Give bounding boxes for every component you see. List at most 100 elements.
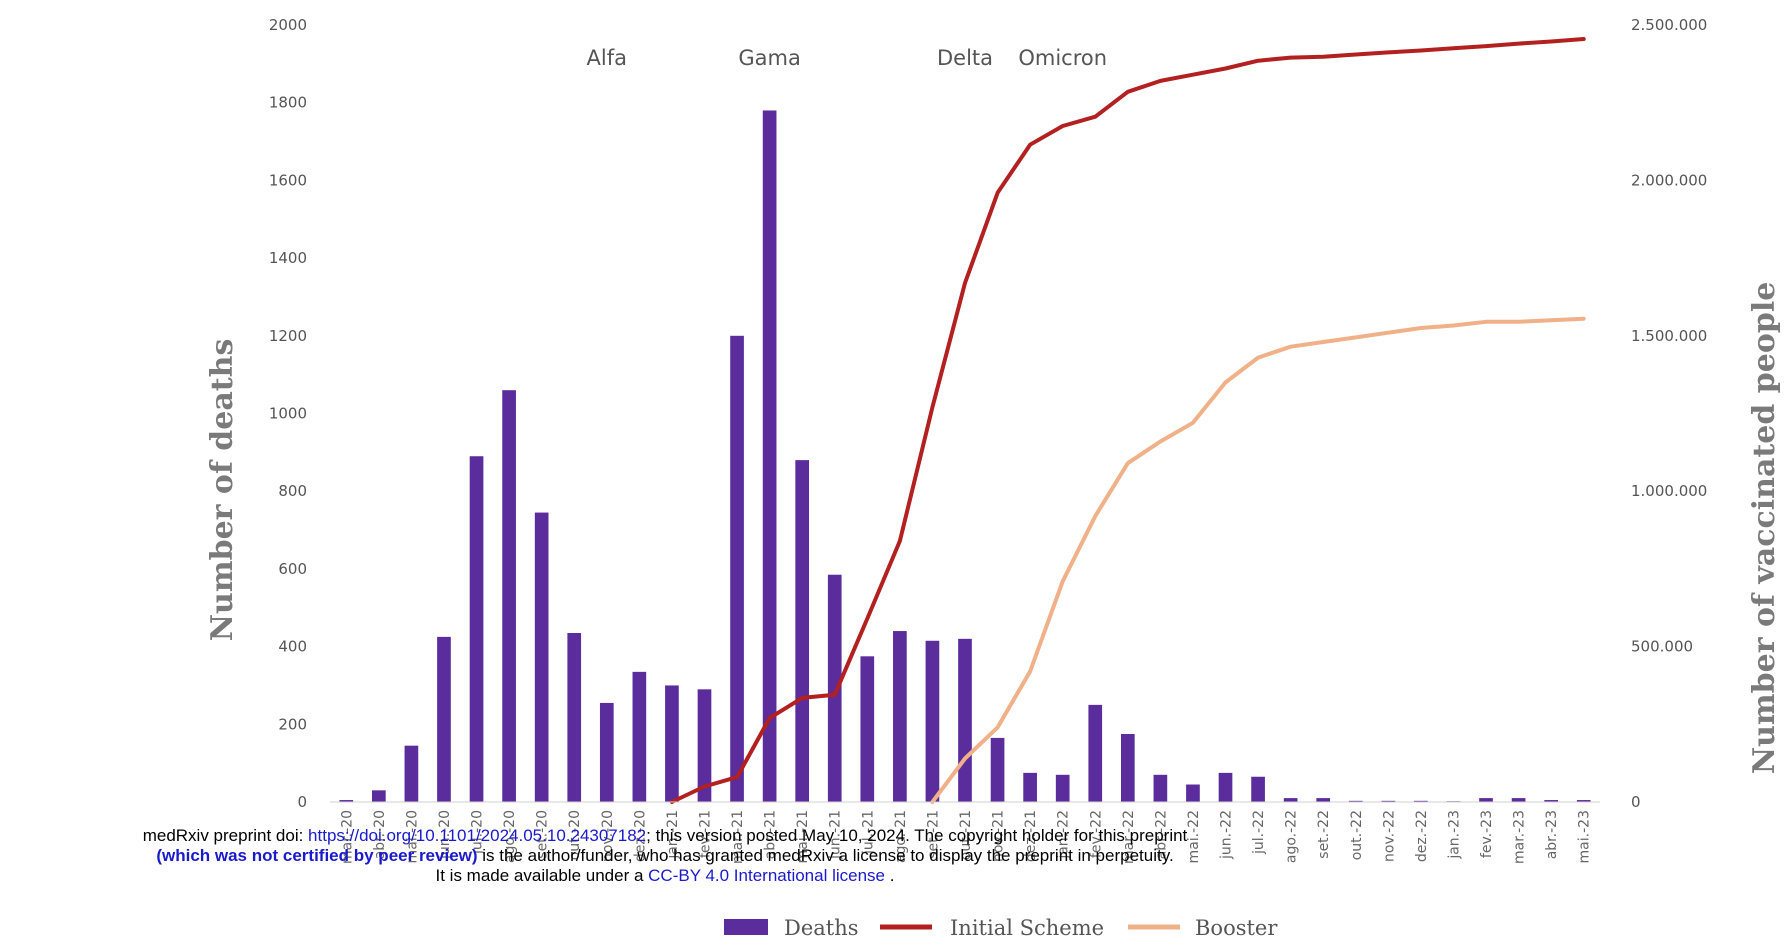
notice-license-text: is the author/funder, who has granted me…: [477, 846, 1174, 865]
x-tick-label: mar.-22: [1121, 810, 1137, 864]
bar-deaths-jul.-22: [1251, 776, 1265, 802]
x-tick-label: mar.-21: [730, 810, 746, 864]
x-tick-label: jun.-20: [437, 810, 453, 860]
x-tick-label: set.-20: [535, 810, 551, 859]
bar-deaths-jun.-20: [437, 636, 451, 802]
y-tick-label: 800: [278, 482, 307, 500]
y-tick-label: 1400: [269, 249, 307, 267]
variant-label-alfa: Alfa: [587, 46, 627, 70]
bar-deaths-fev.-22: [1088, 704, 1103, 802]
y2-tick-label: 2.500.000: [1631, 16, 1707, 34]
bar-deaths-dez.-22: [1414, 800, 1428, 802]
bar-deaths-jun.-22: [1218, 772, 1233, 802]
line-initial-scheme: [669, 37, 1586, 804]
notice-prefix: medRxiv preprint doi:: [142, 826, 309, 845]
bar-deaths-out.-20: [567, 633, 582, 802]
doi-link[interactable]: https://doi.org/10.1101/2024.05.10.24307…: [308, 826, 647, 845]
y-tick-label: 400: [278, 638, 307, 656]
bar-deaths-out.-22: [1348, 800, 1363, 802]
bar-deaths-mai.-20: [404, 745, 419, 802]
peer-review-note[interactable]: (which was not certified by peer review): [156, 846, 478, 865]
x-tick-label: nov.-20: [600, 810, 616, 862]
notice-end: .: [885, 866, 895, 885]
bar-deaths-nov.-20: [599, 702, 614, 802]
variant-annotations: Alfa Gama Delta Omicron: [587, 46, 1107, 70]
x-tick-label: jan.-23: [1446, 810, 1462, 860]
y-tick-label: 1800: [269, 94, 307, 112]
variant-label-delta: Delta: [937, 46, 993, 70]
x-tick-label: abr.-21: [763, 810, 779, 859]
y2-tick-label: 2.000.000: [1631, 171, 1707, 189]
bar-deaths-abr.-20: [372, 790, 386, 802]
x-tick-label: mai.-22: [1186, 810, 1202, 863]
legend-label-booster: Booster: [1195, 916, 1278, 940]
bar-deaths-jul.-20: [469, 456, 484, 802]
x-tick-label: jan.-22: [1056, 810, 1072, 860]
y-tick-label: 1000: [269, 405, 307, 423]
bar-deaths-set.-21: [925, 640, 940, 802]
y2-tick-label: 0: [1631, 793, 1641, 811]
legend-swatch-deaths: [724, 919, 768, 935]
x-tick-label: nov.-22: [1381, 810, 1397, 862]
x-tick-label: fev.-22: [1088, 810, 1104, 858]
license-link[interactable]: CC-BY 4.0 International license: [648, 866, 886, 885]
x-tick-label: ago.-20: [502, 810, 518, 863]
x-tick-label: set.-21: [925, 810, 941, 859]
x-tick-label: out.-21: [958, 810, 974, 860]
line-booster: [930, 316, 1586, 804]
x-tick-label: jun.-22: [1219, 810, 1235, 860]
legend-label-initial-scheme: Initial Scheme: [950, 916, 1104, 940]
bar-deaths-nov.-22: [1381, 800, 1396, 802]
x-tick-label: ago.-21: [893, 810, 909, 863]
bar-deaths-mai.-23: [1576, 800, 1591, 802]
left-y-axis-title: Number of deaths: [205, 339, 240, 642]
bar-deaths-ago.-22: [1283, 798, 1298, 802]
right-y-axis-title: Number of vaccinated people: [1747, 282, 1782, 775]
x-tick-label: jul.-22: [1251, 810, 1267, 855]
x-tick-label: fev.-21: [697, 810, 713, 858]
notice-available-text: It is made available under a: [435, 866, 649, 885]
left-y-axis-ticks: 0 200 400 600 800 1000 1200 1400 1600 1800 2000: [269, 16, 307, 811]
bar-deaths-jul.-21: [860, 656, 875, 802]
x-tick-label: jan.-21: [665, 810, 681, 860]
y-tick-label: 2000: [269, 16, 307, 34]
bar-deaths-abr.-22: [1153, 774, 1168, 802]
bar-deaths-set.-20: [534, 512, 549, 802]
preprint-notice: medRxiv preprint doi: https://doi.org/10…: [0, 826, 1330, 886]
bar-deaths-nov.-21: [990, 737, 1005, 802]
legend: Deaths Initial Scheme Booster: [724, 916, 1278, 940]
notice-line-1: medRxiv preprint doi: https://doi.org/10…: [0, 826, 1330, 846]
x-tick-label: mar.-23: [1512, 810, 1528, 864]
bar-deaths-mar.-22: [1120, 734, 1135, 802]
y2-tick-label: 1.500.000: [1631, 327, 1707, 345]
y-tick-label: 200: [278, 715, 307, 733]
bar-deaths-fev.-21: [697, 689, 712, 802]
bar-deaths-fev.-23: [1479, 798, 1493, 802]
x-tick-label: mai.-23: [1577, 810, 1593, 863]
notice-line-2: (which was not certified by peer review)…: [0, 846, 1330, 866]
x-tick-label: jul.-21: [860, 810, 876, 855]
bar-deaths-jan.-21: [665, 685, 679, 802]
bar-deaths-jun.-21: [827, 574, 842, 802]
x-tick-label: mai.-21: [795, 810, 811, 863]
y-tick-label: 1600: [269, 171, 307, 189]
variant-label-omicron: Omicron: [1018, 46, 1107, 70]
bar-deaths-ago.-20: [502, 390, 516, 802]
x-tick-label: jun.-21: [828, 810, 844, 860]
x-tick-label: dez.-21: [1023, 810, 1039, 862]
bar-deaths-abr.-23: [1544, 800, 1558, 802]
x-tick-label: nov.-21: [991, 810, 1007, 862]
x-tick-label: out.-20: [567, 810, 583, 860]
bar-deaths-mar.-23: [1511, 798, 1526, 802]
x-tick-label: out.-22: [1349, 810, 1365, 860]
bar-deaths-mar.-21: [730, 335, 744, 802]
y2-tick-label: 1.000.000: [1631, 482, 1707, 500]
bar-deaths-dez.-20: [632, 671, 647, 802]
vaccination-lines: [669, 37, 1586, 804]
x-axis-ticks: mar.-20 abr.-20 mai.-20 jun.-20 jul.-20 ago.-…: [339, 810, 1592, 864]
bar-deaths-dez.-21: [1023, 772, 1037, 802]
x-tick-label: dez.-22: [1414, 810, 1430, 862]
deaths-bars: [339, 110, 1591, 803]
bar-deaths-set.-22: [1316, 798, 1331, 802]
